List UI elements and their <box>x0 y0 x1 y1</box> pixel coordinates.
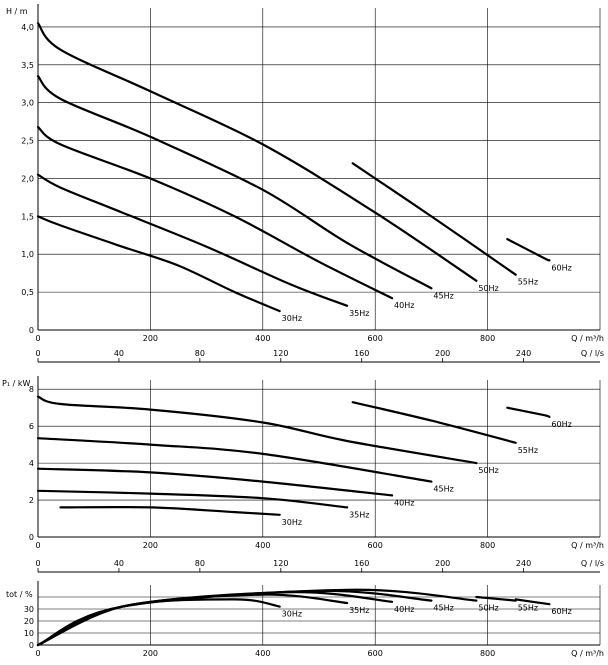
secondary-x-tick-label: 200 <box>435 559 450 568</box>
series-label-40Hz: 40Hz <box>394 605 414 614</box>
x-tick-label: 200 <box>143 541 158 550</box>
y-tick-label: 10 <box>24 629 34 638</box>
y-axis-label: P₁ / kW <box>2 379 30 388</box>
secondary-x-tick-label: 0 <box>35 559 40 568</box>
y-tick-label: 3,5 <box>21 61 34 70</box>
curve-45Hz <box>36 75 433 290</box>
x-tick-label: 800 <box>480 541 495 550</box>
y-axis-label: H / m <box>6 7 28 16</box>
series-label-55Hz: 55Hz <box>518 604 538 613</box>
curve-60Hz <box>506 238 551 262</box>
x-tick-label: 600 <box>368 541 383 550</box>
x-tick-label: 0 <box>35 649 40 658</box>
x-tick-label: 800 <box>480 334 495 343</box>
secondary-x-axis-label: Q / l/s <box>581 559 604 568</box>
x-tick-label: 400 <box>255 541 270 550</box>
series-label-60Hz: 60Hz <box>551 607 571 616</box>
curve-60Hz <box>506 406 551 418</box>
x-axis-label: Q / m³/h <box>571 334 604 343</box>
x-tick-label: 0 <box>35 334 40 343</box>
x-tick-label: 800 <box>480 649 495 658</box>
series-label-50Hz: 50Hz <box>478 604 498 613</box>
chart-panel-3: 0 10 20 30 0 200 400 600 800 Q / m³/h tot / % 30Hz 3… <box>6 581 604 658</box>
series-label-30Hz: 30Hz <box>282 518 302 527</box>
series-label-60Hz: 60Hz <box>551 263 571 272</box>
y-tick-label: 1,5 <box>21 212 34 221</box>
x-tick-label: 600 <box>368 334 383 343</box>
secondary-x-tick-label: 40 <box>114 559 124 568</box>
secondary-x-tick-label: 160 <box>354 349 369 358</box>
y-tick-label: 0 <box>29 641 34 650</box>
curve-55Hz <box>475 595 517 602</box>
series-label-30Hz: 30Hz <box>282 610 302 619</box>
secondary-x-tick-label: 120 <box>273 559 288 568</box>
curve-30Hz <box>59 505 281 516</box>
x-tick-label: 600 <box>368 649 383 658</box>
curve-35Hz <box>36 489 349 509</box>
x-tick-label: 200 <box>143 334 158 343</box>
curve-40Hz <box>36 125 394 300</box>
series-label-40Hz: 40Hz <box>394 301 414 310</box>
y-tick-label: 0 <box>29 326 34 335</box>
y-tick-label: 4,0 <box>21 23 34 32</box>
secondary-x-tick-label: 40 <box>114 349 124 358</box>
curve-30Hz <box>36 215 281 313</box>
secondary-x-tick-label: 80 <box>195 559 205 568</box>
series-label-35Hz: 35Hz <box>349 309 369 318</box>
chart-panel-1: 00,51,01,52,02,53,03,54,00 200 400 600 800 Q … <box>6 4 604 363</box>
series-label-50Hz: 50Hz <box>478 466 498 475</box>
y-tick-label: 0 <box>29 533 34 542</box>
series-label-45Hz: 45Hz <box>433 485 453 494</box>
x-tick-label: 400 <box>255 334 270 343</box>
series-label-55Hz: 55Hz <box>518 278 538 287</box>
y-axis-label: tot / % <box>6 590 33 599</box>
curve-50Hz <box>36 22 478 282</box>
series-label-40Hz: 40Hz <box>394 498 414 507</box>
secondary-x-tick-label: 160 <box>354 559 369 568</box>
curve-55Hz <box>351 162 517 276</box>
y-tick-label: 1,0 <box>21 250 34 259</box>
curve-45Hz <box>36 437 433 483</box>
curve-40Hz <box>36 467 394 497</box>
series-label-35Hz: 35Hz <box>349 606 369 615</box>
curve-60Hz <box>514 598 551 606</box>
secondary-x-tick-label: 200 <box>435 349 450 358</box>
secondary-x-axis-label: Q / l/s <box>581 349 604 358</box>
x-tick-label: 400 <box>255 649 270 658</box>
series-label-45Hz: 45Hz <box>433 291 453 300</box>
series-label-30Hz: 30Hz <box>282 314 302 323</box>
y-tick-label: 4 <box>29 459 34 468</box>
curve-35Hz <box>36 173 349 307</box>
y-tick-label: 2,5 <box>21 137 34 146</box>
curve-50Hz <box>36 588 478 647</box>
series-label-55Hz: 55Hz <box>518 446 538 455</box>
series-label-50Hz: 50Hz <box>478 284 498 293</box>
x-axis-label: Q / m³/h <box>571 649 604 658</box>
secondary-x-tick-label: 0 <box>35 349 40 358</box>
y-tick-label: 0,5 <box>21 288 34 297</box>
curve-50Hz <box>36 395 478 465</box>
secondary-x-tick-label: 80 <box>195 349 205 358</box>
series-label-35Hz: 35Hz <box>349 510 369 519</box>
x-axis-label: Q / m³/h <box>571 541 604 550</box>
curve-55Hz <box>351 401 517 444</box>
y-tick-label: 8 <box>29 385 34 394</box>
y-tick-label: 2,0 <box>21 174 34 183</box>
x-tick-label: 0 <box>35 541 40 550</box>
secondary-x-tick-label: 120 <box>273 349 288 358</box>
y-tick-label: 2 <box>29 496 34 505</box>
y-tick-label: 3,0 <box>21 99 34 108</box>
series-label-60Hz: 60Hz <box>551 420 571 429</box>
secondary-x-tick-label: 240 <box>516 559 531 568</box>
y-tick-label: 20 <box>24 617 34 626</box>
series-label-45Hz: 45Hz <box>433 604 453 613</box>
secondary-x-tick-label: 240 <box>516 349 531 358</box>
x-tick-label: 200 <box>143 649 158 658</box>
y-tick-label: 30 <box>24 605 34 614</box>
y-tick-label: 6 <box>29 422 34 431</box>
